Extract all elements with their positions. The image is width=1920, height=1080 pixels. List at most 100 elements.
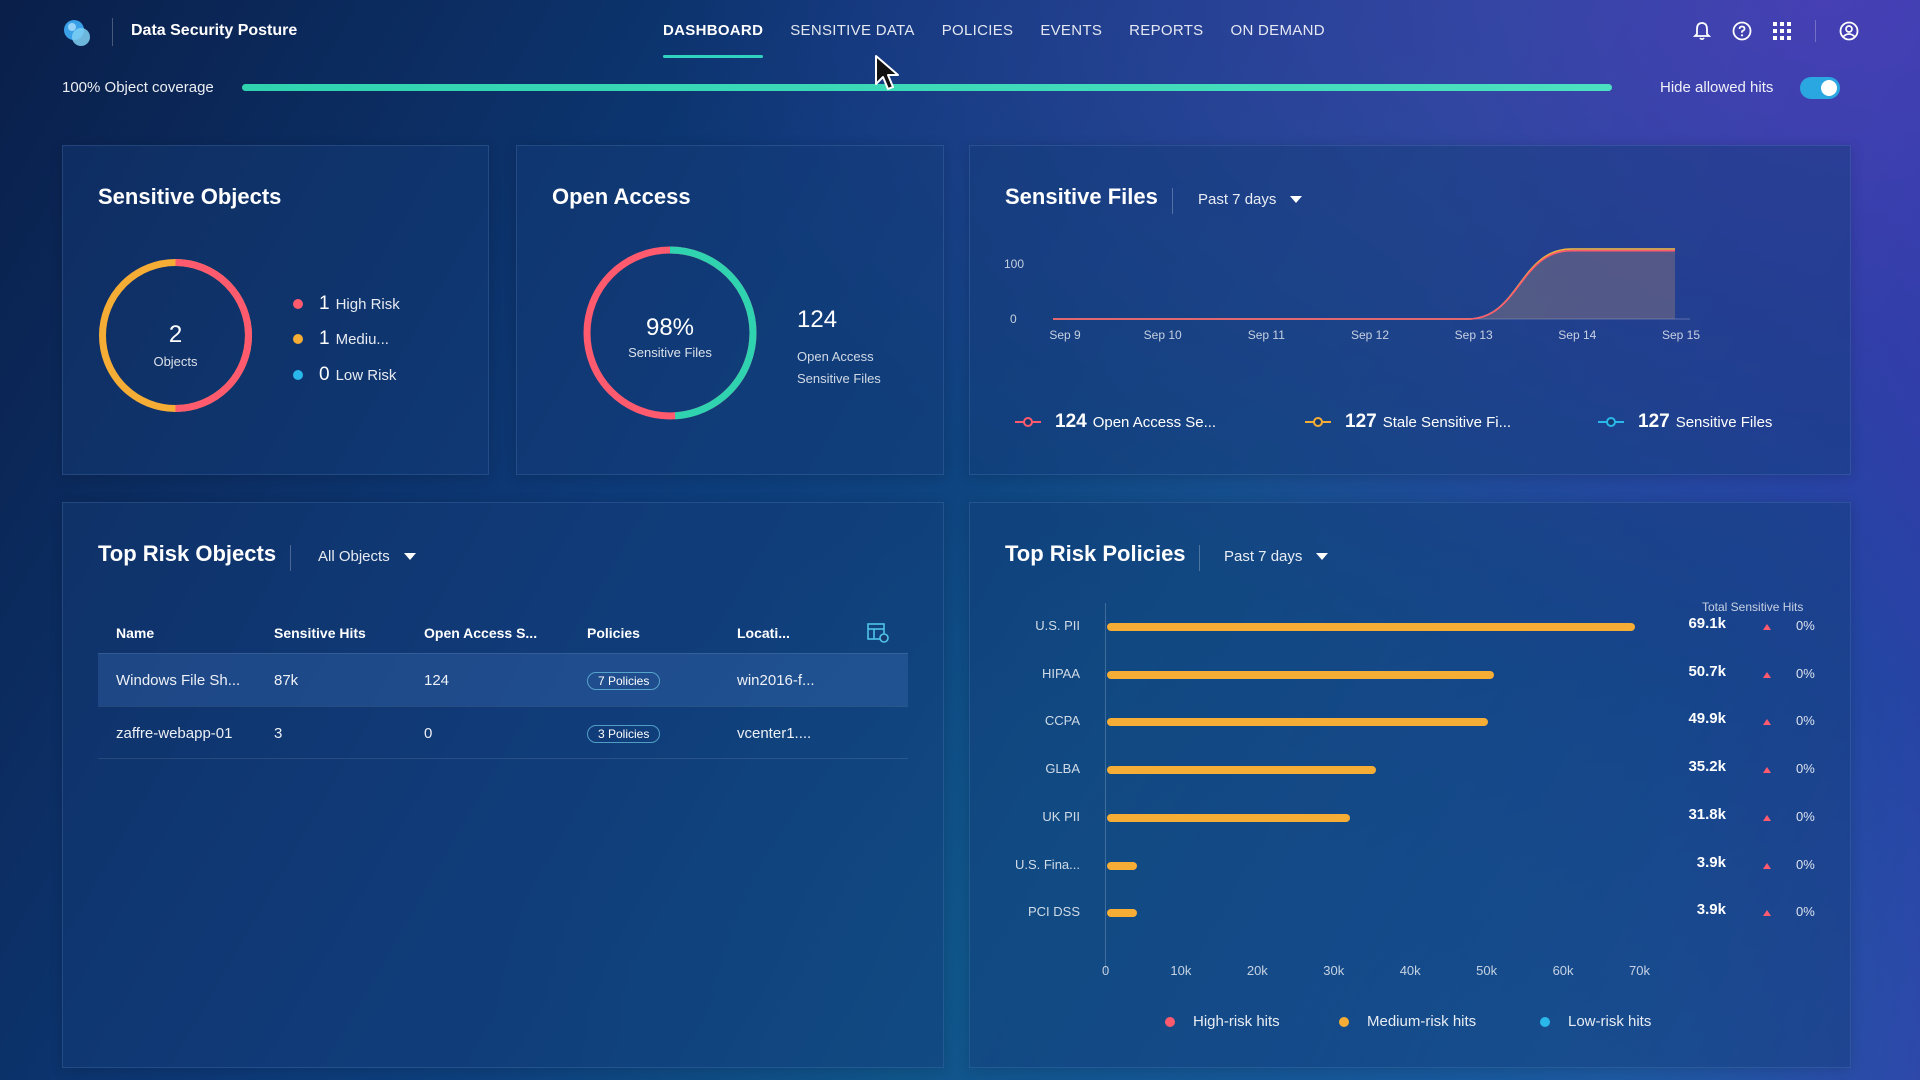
policy-label[interactable]: HIPAA [1041, 665, 1080, 681]
row-policies-badge[interactable]: 3 Policies [587, 725, 661, 743]
x-tick-label: Sep 12 [1351, 328, 1389, 342]
risk-legend-item[interactable]: High-risk hits [1165, 1013, 1280, 1030]
risk-legend-item[interactable]: Medium-risk hits [1339, 1013, 1476, 1030]
header-divider [112, 18, 113, 46]
legend-low-risk[interactable]: 0 Low Risk [293, 364, 396, 386]
object-filter-dropdown[interactable]: All Objects [318, 548, 416, 565]
hide-allowed-hits-label: Hide allowed hits [1660, 79, 1774, 96]
low-risk-count: 0 [319, 364, 330, 385]
col-policies[interactable]: Policies [587, 625, 640, 641]
help-icon[interactable] [1731, 20, 1753, 42]
y-axis-line [1105, 603, 1106, 973]
nav-on-demand[interactable]: ON DEMAND [1230, 22, 1325, 39]
col-open-access[interactable]: Open Access S... [424, 625, 538, 641]
policy-bar[interactable] [1107, 766, 1377, 775]
policy-bar[interactable] [1107, 718, 1489, 727]
app-logo[interactable] [62, 18, 92, 48]
policy-total-value: 49.9k [1688, 710, 1726, 728]
policy-label[interactable]: PCI DSS [1027, 904, 1080, 920]
policy-total-value: 50.7k [1688, 662, 1726, 680]
hide-allowed-hits-toggle[interactable] [1800, 77, 1840, 99]
sensitive-files-range-value: Past 7 days [1198, 191, 1277, 208]
legend-line-marker-red [1015, 417, 1041, 427]
row-open-access: 124 [424, 672, 450, 689]
open-access-percent-label: Sensitive Files [628, 345, 712, 360]
mouse-cursor-icon [875, 55, 899, 90]
nav-sensitive-data[interactable]: SENSITIVE DATA [790, 22, 915, 39]
col-name[interactable]: Name [116, 625, 155, 641]
top-risk-objects-title: Top Risk Objects [98, 541, 277, 566]
nav-policies[interactable]: POLICIES [941, 22, 1014, 39]
policy-change-percent: 0% [1796, 761, 1815, 777]
x-tick-label: Sep 11 [1248, 328, 1285, 342]
low-risk-dot [293, 370, 303, 380]
chevron-down-icon [1290, 196, 1303, 203]
bell-icon[interactable] [1691, 20, 1713, 42]
area-fill-series-2 [1053, 249, 1675, 319]
nav-events[interactable]: EVENTS [1040, 22, 1103, 39]
policy-label[interactable]: U.S. PII [1035, 618, 1080, 633]
table-header: Name Sensitive Hits Open Access S... Pol… [98, 613, 908, 653]
open-access-count-label: Open Access Sensitive Files [797, 346, 881, 390]
sensitive-objects-title: Sensitive Objects [98, 184, 282, 209]
policy-label[interactable]: UK PII [1042, 808, 1080, 824]
open-access-percent: 98% [646, 314, 694, 341]
policy-bar[interactable] [1107, 861, 1137, 870]
legend-stale-sensitive-files[interactable]: 127 Stale Sensitive Fi... [1305, 411, 1511, 433]
header-icon-divider [1815, 20, 1816, 42]
area-fill-series-0 [1053, 250, 1675, 319]
policy-bar[interactable] [1107, 623, 1636, 631]
user-account-icon[interactable] [1838, 20, 1860, 42]
trend-up-icon [1763, 624, 1771, 630]
table-row[interactable]: Windows File Sh... 87k 124 7 Policies wi… [98, 653, 908, 706]
sensitive-objects-total-label: Objects [153, 354, 198, 369]
policy-change-percent: 0% [1796, 856, 1815, 872]
trend-up-icon [1763, 862, 1771, 869]
apps-grid-icon[interactable] [1771, 20, 1793, 42]
legend-open-access-files[interactable]: 124 Open Access Se... [1015, 411, 1216, 433]
sensitive-files-range-dropdown[interactable]: Past 7 days [1198, 191, 1303, 208]
row-name[interactable]: zaffre-webapp-01 [116, 725, 233, 742]
open-access-donut: 98% Sensitive Files [583, 246, 757, 420]
nav-dashboard[interactable]: DASHBOARD [663, 0, 764, 64]
x-tick-label: Sep 13 [1455, 328, 1493, 342]
policy-total-value: 3.9k [1696, 901, 1726, 919]
policy-change-percent: 0% [1796, 665, 1815, 681]
col-sensitive-hits[interactable]: Sensitive Hits [274, 625, 366, 641]
legend-high-risk[interactable]: 1 High Risk [293, 293, 400, 315]
policy-bar[interactable] [1107, 909, 1137, 918]
policies-range-dropdown[interactable]: Past 7 days [1224, 548, 1329, 565]
policy-label[interactable]: U.S. Fina... [1014, 856, 1080, 872]
series-line-0[interactable] [1053, 249, 1675, 320]
legend-sensitive-files[interactable]: 127 Sensitive Files [1598, 411, 1772, 433]
risk-legend-item[interactable]: Low-risk hits [1540, 1013, 1651, 1030]
x-tick-label: 10k [1170, 963, 1192, 978]
legend-medium-risk[interactable]: 1 Mediu... [293, 328, 389, 350]
chevron-down-icon [403, 553, 416, 560]
x-tick-label: Sep 14 [1558, 328, 1596, 342]
col-location[interactable]: Locati... [737, 625, 790, 641]
open-access-files-label: Open Access Se... [1092, 413, 1217, 431]
row-name[interactable]: Windows File Sh... [116, 672, 241, 689]
y-tick-label: 100 [1004, 257, 1024, 271]
nav-reports[interactable]: REPORTS [1129, 22, 1204, 39]
title-divider [1199, 545, 1200, 571]
top-risk-policies-title: Top Risk Policies [1005, 541, 1186, 566]
legend-line-marker-blue [1598, 417, 1624, 427]
legend-line-marker-orange [1305, 417, 1331, 427]
policy-bar[interactable] [1107, 813, 1351, 822]
policy-label[interactable]: GLBA [1045, 761, 1080, 777]
policy-label[interactable]: CCPA [1044, 713, 1080, 729]
open-access-count: 124 [797, 306, 838, 333]
sensitive-files-card: Sensitive Files Past 7 days 0 100 Sep 9 Sep… [969, 145, 1851, 475]
legend-label: High-risk hits [1193, 1013, 1280, 1030]
open-access-card: Open Access 98% Sensitive Files 124 Open… [516, 145, 944, 475]
policy-bar[interactable] [1107, 670, 1495, 679]
table-settings-icon[interactable] [867, 623, 889, 643]
row-policies-badge[interactable]: 7 Policies [587, 672, 661, 690]
legend-dot [1540, 1016, 1550, 1027]
x-tick-label: 50k [1476, 963, 1498, 978]
table-row[interactable]: zaffre-webapp-01 3 0 3 Policies vcenter1… [98, 706, 908, 759]
x-tick-label: 40k [1399, 963, 1421, 978]
sensitive-files-title: Sensitive Files [1005, 184, 1158, 209]
